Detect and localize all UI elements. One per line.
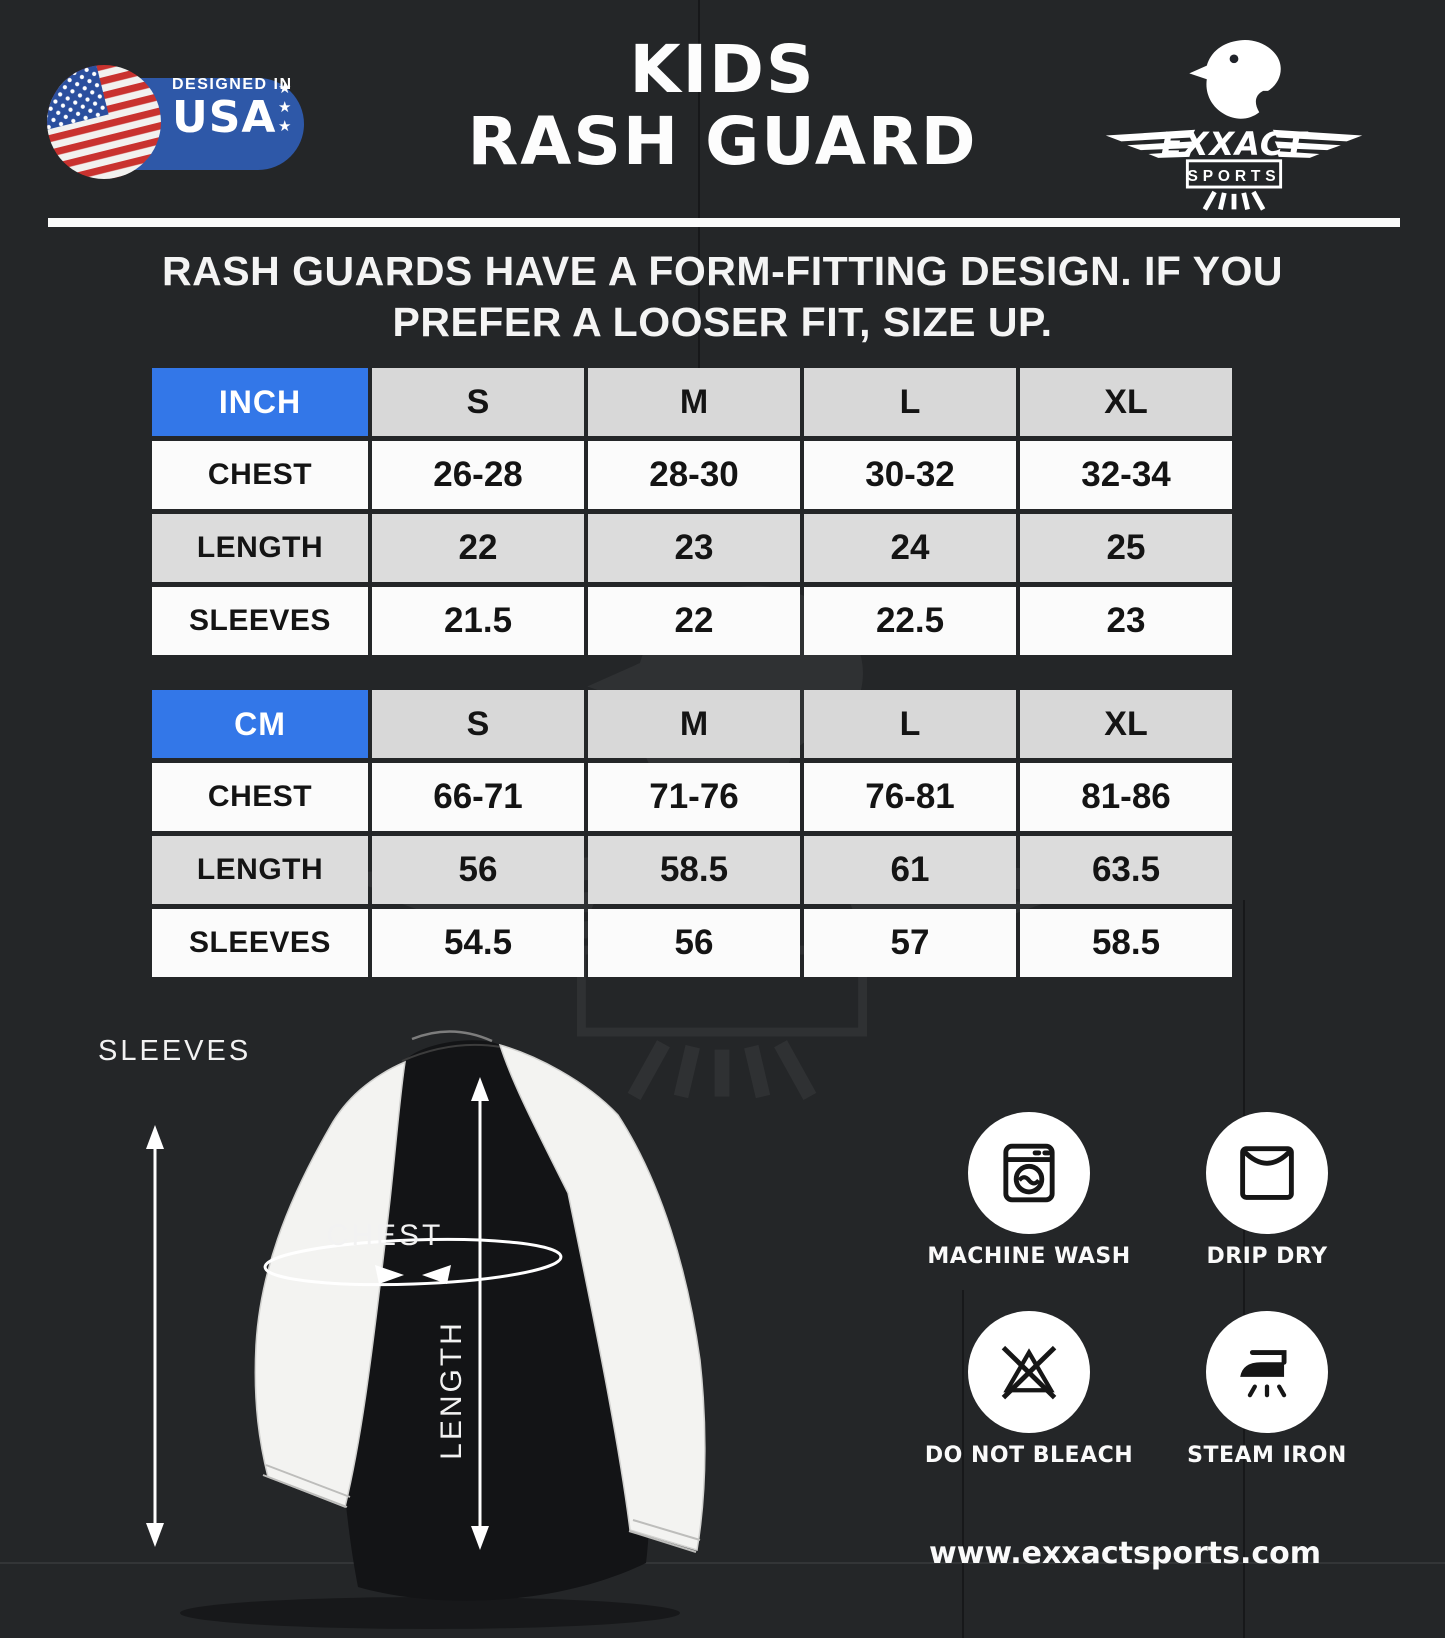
care-label: STEAM IRON — [1187, 1443, 1347, 1468]
inch-length-l: 24 — [804, 514, 1016, 582]
inch-length-m: 23 — [588, 514, 800, 582]
wall-seam — [1243, 900, 1245, 1638]
chest-measure-label: CHEST — [326, 1219, 444, 1252]
care-item-do-not-bleach: DO NOT BLEACH — [910, 1311, 1148, 1468]
care-label: MACHINE WASH — [927, 1244, 1131, 1269]
inch-size-header-s: S — [372, 368, 584, 436]
cm-length-l: 61 — [804, 836, 1016, 904]
machine-wash-icon — [968, 1112, 1090, 1234]
eagle-head-icon — [1189, 39, 1281, 119]
cm-sleeves-m: 56 — [588, 909, 800, 977]
cm-sleeves-s: 54.5 — [372, 909, 584, 977]
fit-note: RASH GUARDS HAVE A FORM-FITTING DESIGN. … — [0, 246, 1445, 348]
cm-size-header-l: L — [804, 690, 1016, 758]
badge-stars: ★ ★ ★ — [278, 80, 292, 135]
sleeves-arrow — [146, 1125, 164, 1547]
cm-unit-header: CM — [152, 690, 368, 758]
inch-chest-label: CHEST — [152, 441, 368, 509]
inch-unit-header: INCH — [152, 368, 368, 436]
inch-chest-m: 28-30 — [588, 441, 800, 509]
inch-sleeves-l: 22.5 — [804, 587, 1016, 655]
cm-sleeves-label: SLEEVES — [152, 909, 368, 977]
length-measure-label: LENGTH — [435, 1320, 468, 1460]
cm-size-header-xl: XL — [1020, 690, 1232, 758]
care-label: DRIP DRY — [1206, 1244, 1328, 1269]
cm-chest-xl: 81-86 — [1020, 763, 1232, 831]
cm-sleeves-xl: 58.5 — [1020, 909, 1232, 977]
exxact-sports-logo: EXXACT SPORTS — [1105, 39, 1363, 211]
inch-size-header-m: M — [588, 368, 800, 436]
designed-in-usa-badge: DESIGNED IN USA ★ ★ ★ — [46, 60, 326, 195]
inch-sleeves-xl: 23 — [1020, 587, 1232, 655]
badge-country-text: USA — [172, 92, 277, 143]
cm-size-header-s: S — [372, 690, 584, 758]
inch-chest-s: 26-28 — [372, 441, 584, 509]
cm-chest-m: 71-76 — [588, 763, 800, 831]
care-item-machine-wash: MACHINE WASH — [910, 1112, 1148, 1269]
floor-line — [0, 1562, 1445, 1564]
usa-flag-icon — [47, 65, 161, 179]
cm-sleeves-l: 57 — [804, 909, 1016, 977]
wall-seam — [698, 0, 700, 372]
cm-chest-label: CHEST — [152, 763, 368, 831]
cm-length-s: 56 — [372, 836, 584, 904]
title-line-1: KIDS — [629, 31, 816, 108]
badge-designed-in-text: DESIGNED IN — [172, 76, 293, 93]
cm-size-table: CM S M L XL CHEST 66-71 71-76 76-81 81-8… — [152, 690, 1232, 977]
wall-seam — [962, 1290, 964, 1638]
brand-subtitle-text: SPORTS — [1187, 168, 1280, 185]
brand-name-text: EXXACT — [1161, 125, 1308, 163]
care-item-steam-iron: STEAM IRON — [1148, 1311, 1386, 1468]
inch-length-xl: 25 — [1020, 514, 1232, 582]
page-title: KIDS RASH GUARD — [320, 34, 1125, 178]
inch-size-header-xl: XL — [1020, 368, 1232, 436]
care-instructions: MACHINE WASH DRIP DRY DO NOT BLEACH — [910, 1112, 1386, 1468]
cm-chest-s: 66-71 — [372, 763, 584, 831]
inch-sleeves-m: 22 — [588, 587, 800, 655]
fit-note-line-2: PREFER A LOOSER FIT, SIZE UP. — [392, 299, 1053, 345]
eagle-tail-icon — [1202, 190, 1266, 211]
inch-chest-l: 30-32 — [804, 441, 1016, 509]
cm-size-header-m: M — [588, 690, 800, 758]
cm-chest-l: 76-81 — [804, 763, 1016, 831]
cm-length-xl: 63.5 — [1020, 836, 1232, 904]
drip-dry-icon — [1206, 1112, 1328, 1234]
do-not-bleach-icon — [968, 1311, 1090, 1433]
fit-note-line-1: RASH GUARDS HAVE A FORM-FITTING DESIGN. … — [162, 248, 1283, 294]
inch-chest-xl: 32-34 — [1020, 441, 1232, 509]
header-divider — [48, 218, 1400, 227]
rash-guard-illustration — [146, 1030, 706, 1629]
inch-sleeves-s: 21.5 — [372, 587, 584, 655]
title-line-2: RASH GUARD — [467, 103, 978, 180]
inch-size-table: INCH S M L XL CHEST 26-28 28-30 30-32 32… — [152, 368, 1232, 655]
cm-length-m: 58.5 — [588, 836, 800, 904]
inch-size-header-l: L — [804, 368, 1016, 436]
inch-length-s: 22 — [372, 514, 584, 582]
website-url: www.exxactsports.com — [928, 1536, 1322, 1571]
cm-length-label: LENGTH — [152, 836, 368, 904]
length-arrow — [471, 1077, 489, 1550]
steam-iron-icon — [1206, 1311, 1328, 1433]
measurement-diagram: SLEEVES CHEST LENGTH — [60, 1015, 760, 1638]
chest-arrow — [263, 1237, 563, 1287]
inch-length-label: LENGTH — [152, 514, 368, 582]
care-label: DO NOT BLEACH — [924, 1443, 1134, 1468]
sleeves-measure-label: SLEEVES — [98, 1035, 252, 1067]
inch-sleeves-label: SLEEVES — [152, 587, 368, 655]
care-item-drip-dry: DRIP DRY — [1148, 1112, 1386, 1269]
